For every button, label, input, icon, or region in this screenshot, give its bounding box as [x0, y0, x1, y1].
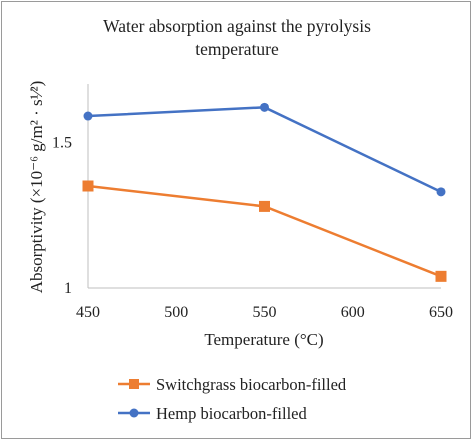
legend-marker-switchgrass	[129, 379, 139, 389]
data-point-series-0-1	[259, 200, 270, 212]
series-line-0	[87, 184, 442, 278]
legend-item-hemp: Hemp biocarbon-filled	[118, 404, 307, 423]
legend-label-switchgrass: Switchgrass biocarbon-filled	[156, 375, 347, 394]
y-tick-label: 1.5	[52, 134, 72, 151]
data-point-series-0-0	[82, 180, 94, 192]
y-axis-label: Absorptivity (×10⁻⁶ g/m² · s¹⁄²)	[27, 81, 46, 294]
series-layer	[82, 102, 447, 282]
legend-marker-hemp	[129, 408, 139, 418]
chart-title-line-2: temperature	[195, 39, 279, 59]
x-tick-label: 650	[429, 304, 453, 321]
chart-title-line-1: Water absorption against the pyrolysis	[103, 16, 371, 36]
series-line-1	[87, 106, 442, 193]
y-tick-labels: 11.5	[52, 134, 72, 297]
x-axis-label: Temperature (°C)	[204, 330, 323, 349]
data-point-series-1-0	[83, 111, 93, 121]
legend: Switchgrass biocarbon-filled Hemp biocar…	[118, 375, 347, 423]
x-tick-label: 600	[341, 304, 365, 321]
data-point-series-1-2	[436, 187, 446, 197]
y-tick-label: 1	[64, 280, 72, 297]
x-tick-label: 550	[253, 304, 277, 321]
legend-label-hemp: Hemp biocarbon-filled	[156, 404, 307, 423]
data-point-series-0-2	[435, 270, 447, 282]
legend-item-switchgrass: Switchgrass biocarbon-filled	[118, 375, 347, 394]
x-tick-labels: 450 500 550 600 650	[76, 304, 453, 321]
x-tick-label: 450	[76, 304, 100, 321]
x-tick-label: 500	[164, 304, 188, 321]
data-point-series-1-1	[260, 102, 269, 112]
